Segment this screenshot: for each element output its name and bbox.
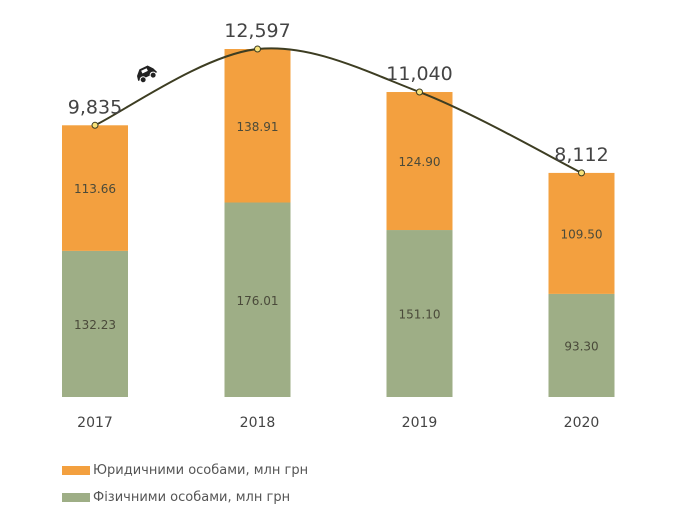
value-label: 109.50 xyxy=(561,227,603,241)
line-value-label-2017: 9,835 xyxy=(68,96,122,118)
legend-swatch-legal xyxy=(62,466,90,475)
line-point-2017 xyxy=(91,121,99,129)
x-tick-label-2020: 2020 xyxy=(564,415,600,431)
bar-individuals-2017 xyxy=(62,250,128,397)
bar-legal-2019 xyxy=(386,92,453,231)
line-value-label-2018: 12,597 xyxy=(224,20,290,42)
trend-line xyxy=(94,47,582,174)
value-label: 176.01 xyxy=(237,294,279,308)
x-tick-label-2018: 2018 xyxy=(240,415,276,431)
legend-swatch-individuals xyxy=(62,493,90,502)
bar-legal-2018 xyxy=(224,49,291,203)
bar-legal-2017 xyxy=(62,125,128,251)
line-point-2020 xyxy=(578,169,585,177)
line-value-label-2020: 8,112 xyxy=(554,144,608,166)
line-value-label-2019: 11,040 xyxy=(386,63,452,85)
x-tick-label-2019: 2019 xyxy=(402,415,438,431)
value-label: 113.66 xyxy=(74,182,116,196)
value-label: 138.91 xyxy=(237,120,279,134)
bar-individuals-2018 xyxy=(224,202,291,397)
line-point-2019 xyxy=(416,88,423,96)
car-icon xyxy=(136,65,158,84)
value-label: 151.10 xyxy=(399,308,441,322)
legend-label-individuals: Фізичними особами, млн грн xyxy=(93,490,291,505)
value-label: 93.30 xyxy=(564,339,598,353)
value-label: 124.90 xyxy=(399,155,441,169)
bar-legal-2020 xyxy=(548,172,615,294)
legend-label-legal: Юридичними особами, млн грн xyxy=(93,463,309,478)
bar-individuals-2019 xyxy=(386,230,453,397)
bar-individuals-2020 xyxy=(548,293,615,397)
value-label: 132.23 xyxy=(74,318,116,332)
x-tick-label-2017: 2017 xyxy=(77,415,113,431)
legend-item-individuals: Фізичними особами, млн грн xyxy=(62,490,290,505)
line-point-2018 xyxy=(254,45,261,53)
legend-item-legal: Юридичними особами, млн грн xyxy=(62,463,308,478)
